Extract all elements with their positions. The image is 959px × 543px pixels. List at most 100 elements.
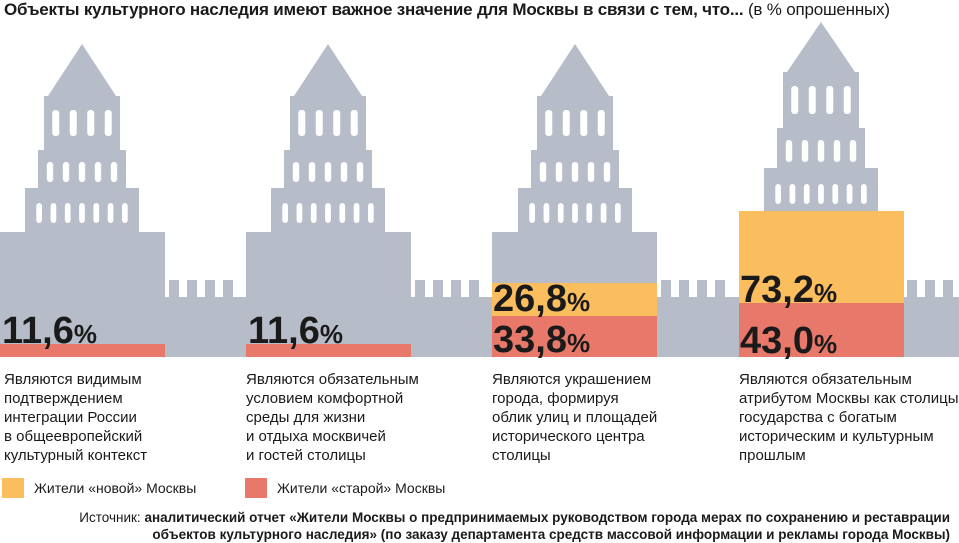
tower-window <box>808 86 816 114</box>
value-label: 11,6% <box>248 310 343 352</box>
source-text-1: аналитический отчет «Жители Москвы о пре… <box>144 510 950 525</box>
caption-line: облик улиц и площадей <box>492 409 658 426</box>
wall-merlon <box>469 280 479 298</box>
chart-title-unit: (в % опрошенных) <box>747 0 890 19</box>
kremlin-towers <box>0 22 878 357</box>
tower-window <box>333 110 341 136</box>
tower-window <box>340 162 348 182</box>
tower-window <box>801 140 809 162</box>
wall-segment <box>657 297 739 357</box>
tower-window <box>543 203 550 223</box>
tower-window <box>93 203 100 223</box>
tower-spire <box>48 44 116 96</box>
caption-line: в общеевропейский <box>4 428 143 445</box>
tower-window <box>50 203 57 223</box>
tower-window <box>597 110 605 136</box>
tower-window <box>282 203 288 223</box>
kremlin-wall <box>165 280 959 357</box>
tower-window <box>539 162 547 182</box>
tower-window <box>325 203 331 223</box>
bar-old-residents <box>0 344 165 357</box>
legend-swatch-old <box>245 478 267 498</box>
tower-window <box>110 162 118 182</box>
caption-line: Являются украшением <box>492 371 652 388</box>
tower-window <box>833 140 841 162</box>
wall-merlon <box>661 280 671 298</box>
caption-line: столицы <box>492 447 551 464</box>
tower-window <box>104 110 112 136</box>
tower-window <box>94 162 102 182</box>
tower-window <box>849 140 857 162</box>
caption-line: историческим и культурным <box>739 428 934 445</box>
bars <box>0 211 904 357</box>
tower-window <box>62 162 70 182</box>
tower-spire <box>541 44 609 96</box>
tower-window <box>580 110 588 136</box>
value-label-old: 33,8% <box>493 319 590 361</box>
value-label-old: 43,0% <box>740 320 837 362</box>
tower-window <box>87 110 95 136</box>
caption-line: культурный контекст <box>4 447 148 464</box>
caption-line: исторического центра <box>492 428 645 445</box>
legend-swatch-new <box>2 478 24 498</box>
tower-window <box>368 203 374 223</box>
source-line-1: Источник: аналитический отчет «Жители Мо… <box>0 509 950 526</box>
caption-line: Являются видимым <box>4 371 142 388</box>
wall-merlon <box>679 280 689 298</box>
source-prefix: Источник: <box>79 510 141 525</box>
tower-window <box>861 184 867 204</box>
wall-merlon <box>205 280 215 298</box>
tower-window <box>775 184 781 204</box>
tower-window <box>817 140 825 162</box>
wall-merlon <box>169 280 179 298</box>
caption-line: Являются обязательным <box>739 371 912 388</box>
tower-window <box>603 162 611 182</box>
category-caption-1: Являются видимым подтверждением интеграц… <box>4 370 224 465</box>
bar-old-residents <box>492 316 657 357</box>
tower <box>246 44 411 357</box>
wall-merlon <box>415 280 425 298</box>
tower-window <box>315 110 323 136</box>
caption-line: города, формируя <box>492 390 619 407</box>
wall-merlon <box>715 280 725 298</box>
tower-window <box>52 110 60 136</box>
wall-merlon <box>187 280 197 298</box>
tower-window <box>356 162 364 182</box>
legend-item-new: Жители «новой» Москвы <box>2 478 196 498</box>
tower-spire <box>294 44 362 96</box>
caption-line: подтверждением <box>4 390 123 407</box>
tower-window <box>571 162 579 182</box>
tower-window <box>600 203 607 223</box>
tower <box>0 44 165 357</box>
tower-window <box>64 203 71 223</box>
tower-window <box>615 203 621 223</box>
tower-window <box>562 110 570 136</box>
tower-window <box>308 162 316 182</box>
tower-window <box>555 162 563 182</box>
caption-line: и гостей столицы <box>246 447 366 464</box>
tower-window <box>846 184 853 204</box>
tower-window <box>78 162 86 182</box>
tower-window <box>832 184 839 204</box>
bar-old-residents <box>246 344 411 357</box>
wall-merlon <box>943 280 953 298</box>
category-caption-3: Являются украшением города, формируя обл… <box>492 370 712 465</box>
tower <box>764 22 878 212</box>
wall-merlon <box>433 280 443 298</box>
tower-window <box>310 203 317 223</box>
caption-line: среды для жизни <box>246 409 366 426</box>
category-caption-4: Являются обязательным атрибутом Москвы к… <box>739 370 959 465</box>
wall-merlon <box>697 280 707 298</box>
value-label: 11,6% <box>2 310 97 352</box>
legend-label-old: Жители «старой» Москвы <box>277 480 446 496</box>
value-label-new: 26,8% <box>493 278 590 320</box>
tower-window <box>69 110 77 136</box>
wall-merlon <box>223 280 233 298</box>
tower-window <box>587 162 595 182</box>
value-label-new: 73,2% <box>740 269 837 311</box>
wall-segment <box>165 297 248 357</box>
value-labels: 11,6% 11,6% 26,8%33,8% 73,2% 43,0% <box>2 269 837 362</box>
tower-window <box>557 203 564 223</box>
tower-window <box>572 203 578 223</box>
